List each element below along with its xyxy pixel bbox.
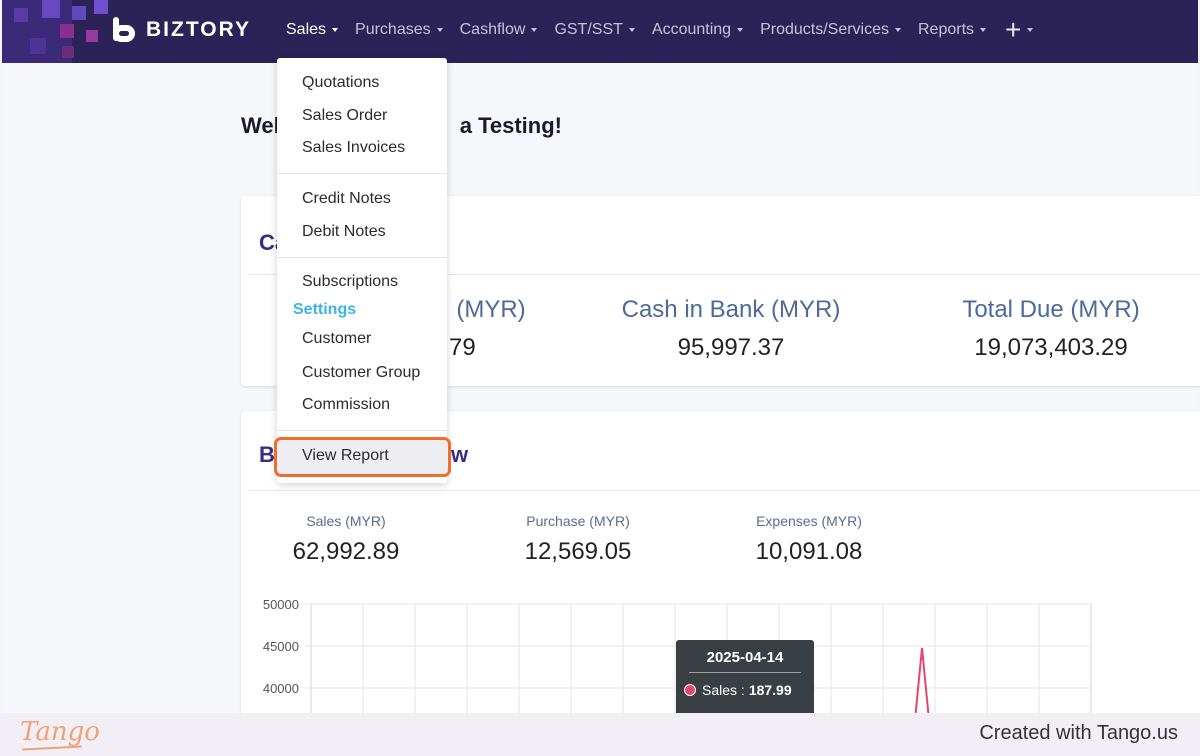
chevron-down-icon <box>1027 28 1034 32</box>
menu-item-view-report-label: View Report <box>302 447 389 464</box>
nav-accounting-label: Accounting <box>651 21 732 38</box>
divider <box>249 274 1200 275</box>
tooltip-divider <box>689 672 801 673</box>
menu-item-debit-notes[interactable]: Debit Notes <box>302 223 386 240</box>
stat-sales: Sales (MYR) 62,992.89 <box>271 513 421 566</box>
menu-item-commission[interactable]: Commission <box>302 396 391 413</box>
stat-label: Cash in Bank (MYR) <box>621 296 841 323</box>
nav-products-services-label: Products/Services <box>760 21 889 38</box>
brand-mosaic-tile <box>62 46 74 58</box>
welcome-heading: Wel a Testing! <box>241 113 562 139</box>
menu-item-sales-order[interactable]: Sales Order <box>302 107 388 124</box>
stat-label: Purchase (MYR) <box>526 513 630 529</box>
menu-item-subscriptions[interactable]: Subscriptions <box>302 273 399 290</box>
sales-dropdown-menu: Quotations Sales Order Sales Invoices Cr… <box>277 58 447 483</box>
stat-label: Sales (MYR) <box>306 513 386 529</box>
menu-item-customer[interactable]: Customer <box>302 330 372 347</box>
chevron-down-icon <box>332 28 339 32</box>
logo-icon <box>108 15 138 45</box>
chart-y-tick-label: 50000 <box>263 597 299 612</box>
nav-gst-sst[interactable]: GST/SST <box>554 21 635 39</box>
chevron-down-icon <box>531 28 538 32</box>
tango-logo: Tango <box>20 717 100 747</box>
welcome-text-left: Wel <box>241 113 280 138</box>
nav-sales[interactable]: Sales <box>286 21 339 39</box>
chart-tooltip: 2025-04-14 Sales : 187.99 <box>676 640 814 720</box>
stat-cash-in-bank: Cash in Bank (MYR) 95,997.37 <box>601 296 861 362</box>
brand-mosaic-tile <box>42 0 60 18</box>
chevron-down-icon <box>737 28 744 32</box>
menu-divider <box>277 257 447 258</box>
nav-cashflow[interactable]: Cashflow <box>460 21 538 39</box>
plus-icon: + <box>1005 14 1022 45</box>
nav-reports-label: Reports <box>918 21 975 38</box>
menu-heading-settings: Settings <box>293 301 357 318</box>
nav-accounting[interactable]: Accounting <box>651 21 744 39</box>
stat-receivable: (MYR) 79 <box>446 296 536 362</box>
tooltip-series-label: Sales : <box>702 682 745 698</box>
stat-value: 95,997.37 <box>677 334 785 361</box>
brand-mosaic-tile <box>72 6 86 20</box>
brand-name: BIZTORY <box>146 18 252 41</box>
menu-item-credit-notes[interactable]: Credit Notes <box>302 190 391 207</box>
chevron-down-icon <box>980 28 987 32</box>
menu-divider <box>277 173 447 174</box>
brand-mosaic-tile <box>86 30 98 42</box>
brand-mosaic-tile <box>94 0 108 14</box>
card-title-right: w <box>451 442 469 467</box>
brand-mosaic-tile <box>60 24 74 38</box>
nav-sales-label: Sales <box>286 21 327 38</box>
tooltip-row: Sales : 187.99 <box>684 682 814 698</box>
brand-mosaic-tile <box>30 38 46 54</box>
nav-cashflow-label: Cashflow <box>459 21 526 38</box>
nav-purchases-label: Purchases <box>355 21 431 38</box>
card-title-left: B <box>259 442 275 467</box>
chart-y-tick-label: 40000 <box>263 681 299 696</box>
stat-label: Total Due (MYR) <box>962 296 1140 323</box>
chart-y-ticks: 50000 45000 40000 <box>263 597 299 696</box>
brand-logo[interactable]: BIZTORY <box>108 15 251 45</box>
menu-item-quotations[interactable]: Quotations <box>302 74 380 91</box>
chevron-down-icon <box>628 28 635 32</box>
chart-y-tick-label: 45000 <box>263 639 299 654</box>
nav-products-services[interactable]: Products/Services <box>760 21 901 39</box>
sales-series-line <box>913 647 931 720</box>
stat-value: 12,569.05 <box>524 538 632 565</box>
stat-expenses: Expenses (MYR) 10,091.08 <box>734 513 884 566</box>
tango-footer: Tango Created with Tango.us <box>0 713 1200 756</box>
stat-total-due: Total Due (MYR) 19,073,403.29 <box>941 296 1161 362</box>
brand-mosaic-tile <box>14 8 28 22</box>
stat-value: 19,073,403.29 <box>974 334 1128 361</box>
sales-dot-icon <box>684 684 696 696</box>
divider <box>249 490 1200 491</box>
top-navbar: BIZTORY Sales Purchases Cashflow GST/SST… <box>2 0 1198 63</box>
menu-item-customer-group[interactable]: Customer Group <box>302 364 421 381</box>
stat-purchase: Purchase (MYR) 12,569.05 <box>503 513 653 566</box>
chevron-down-icon <box>436 28 443 32</box>
nav-gst-sst-label: GST/SST <box>554 21 623 38</box>
menu-item-sales-invoices[interactable]: Sales Invoices <box>302 139 406 156</box>
nav-purchases[interactable]: Purchases <box>355 21 443 39</box>
chevron-down-icon <box>895 28 901 32</box>
stat-value: 62,992.89 <box>292 538 400 565</box>
tooltip-series-value: 187.99 <box>748 682 792 698</box>
menu-item-view-report[interactable]: View Report <box>274 437 451 477</box>
main-nav: Sales Purchases Cashflow GST/SST Account… <box>286 14 1050 45</box>
stat-label: (MYR) <box>456 296 526 323</box>
menu-divider <box>277 430 447 431</box>
created-with-text: Created with Tango.us <box>979 722 1178 744</box>
stat-value: 79 <box>449 334 476 361</box>
welcome-text-right: a Testing! <box>459 113 562 138</box>
nav-add[interactable]: + <box>1003 14 1034 45</box>
stat-value: 10,091.08 <box>755 538 863 565</box>
nav-reports[interactable]: Reports <box>918 21 987 39</box>
tooltip-date: 2025-04-14 <box>706 649 784 666</box>
stat-label: Expenses (MYR) <box>756 513 862 529</box>
